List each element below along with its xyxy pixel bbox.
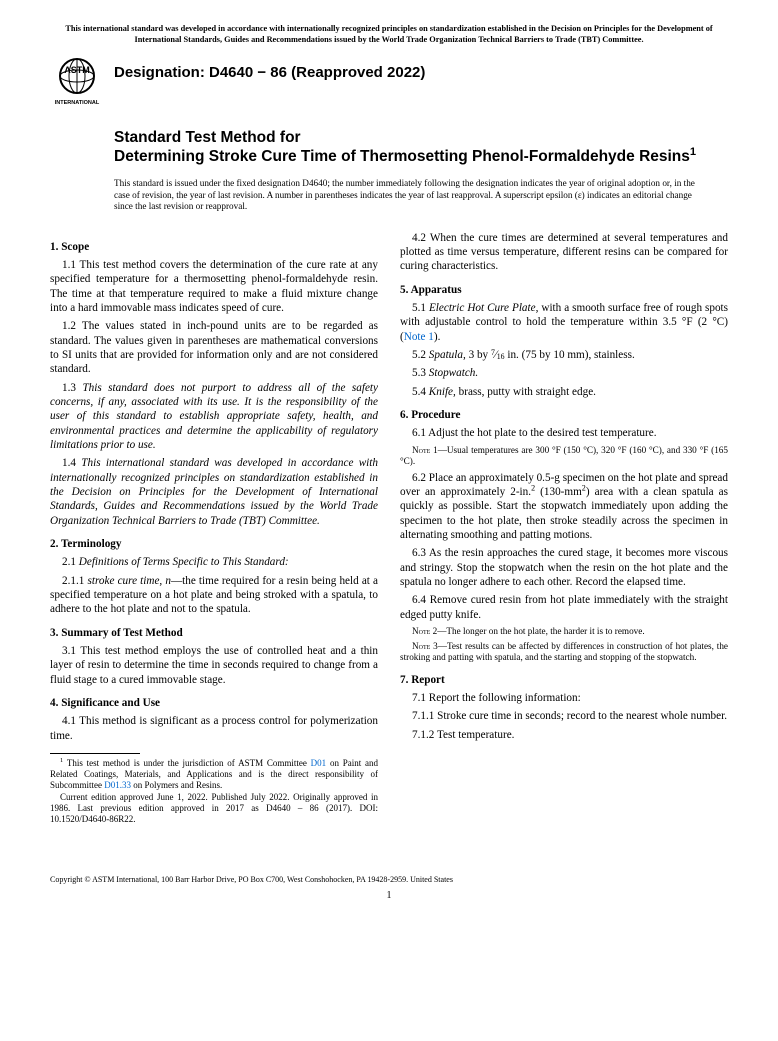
para-6-4: 6.4 Remove cured resin from hot plate im… [400,593,728,622]
note-2: Note 2—The longer on the hot plate, the … [400,626,728,638]
para-7-1-2: 7.1.2 Test temperature. [400,728,728,742]
page-number: 1 [50,890,728,901]
para-6-1: 6.1 Adjust the hot plate to the desired … [400,426,728,440]
para-5-3: 5.3 Stopwatch. [400,366,728,380]
terminology-heading: 2. Terminology [50,537,378,551]
term-stroke-cure: stroke cure time, n [88,575,171,587]
term-hot-plate: Electric Hot Cure Plate, [429,302,538,314]
para-6-3: 6.3 As the resin approaches the cured st… [400,546,728,589]
para-1-3-text: This standard does not purport to addres… [50,382,378,451]
astm-logo-icon: ASTM INTERNATIONAL [50,56,104,106]
para-1-2: 1.2 The values stated in inch-pound unit… [50,319,378,376]
copyright-notice: Copyright © ASTM International, 100 Barr… [50,875,728,884]
title-pre: Standard Test Method for [114,128,728,147]
note-3: Note 3—Test results can be affected by d… [400,641,728,664]
note-1: Note 1—Usual temperatures are 300 °F (15… [400,445,728,468]
para-1-1: 1.1 This test method covers the determin… [50,258,378,315]
term-stopwatch: Stopwatch. [429,367,478,379]
report-heading: 7. Report [400,673,728,687]
para-6-2: 6.2 Place an approximately 0.5-g specime… [400,471,728,543]
para-2-1-1: 2.1.1 stroke cure time, n—the time requi… [50,574,378,617]
note3-label: Note [412,641,430,651]
fn1-a: This test method is under the jurisdicti… [63,758,310,768]
footnote-1: 1 This test method is under the jurisdic… [50,758,378,792]
fn1-c: on Polymers and Resins. [131,780,222,790]
para-1-4-text: This international standard was develope… [50,457,378,526]
apparatus-heading: 5. Apparatus [400,283,728,297]
columns: 1. Scope 1.1 This test method covers the… [50,231,728,826]
para-5-4: 5.4 Knife, brass, putty with straight ed… [400,385,728,399]
para-2-1-text: Definitions of Terms Specific to This St… [79,556,289,568]
footnote-link-d01[interactable]: D01 [311,758,327,768]
top-notice: This international standard was develope… [50,24,728,46]
para-1-4: 1.4 This international standard was deve… [50,456,378,528]
note2-label: Note [412,626,430,636]
svg-text:INTERNATIONAL: INTERNATIONAL [55,100,100,106]
term-knife: Knife, [429,386,456,398]
term-spatula: Spatula, [429,349,466,361]
para-5-2: 5.2 Spatula, 3 by 7⁄16 in. (75 by 10 mm)… [400,348,728,362]
para-4-2: 4.2 When the cure times are determined a… [400,231,728,274]
footnote-link-d0133[interactable]: D01.33 [104,780,131,790]
note1-label: Note [412,445,430,455]
right-column: 4.2 When the cure times are determined a… [400,231,728,826]
title-superscript: 1 [690,146,696,158]
scope-heading: 1. Scope [50,240,378,254]
left-column: 1. Scope 1.1 This test method covers the… [50,231,378,826]
para-5-1: 5.1 Electric Hot Cure Plate, with a smoo… [400,301,728,344]
footnote-2: Current edition approved June 1, 2022. P… [50,792,378,826]
title-main-text: Determining Stroke Cure Time of Thermose… [114,148,690,165]
issuance-note: This standard is issued under the fixed … [114,178,698,213]
para-7-1: 7.1 Report the following information: [400,691,728,705]
note1-link[interactable]: Note 1 [404,331,434,343]
para-7-1-1: 7.1.1 Stroke cure time in seconds; recor… [400,709,728,723]
significance-heading: 4. Significance and Use [50,696,378,710]
procedure-heading: 6. Procedure [400,408,728,422]
para-4-1: 4.1 This method is significant as a proc… [50,714,378,743]
header-row: ASTM INTERNATIONAL Designation: D4640 − … [50,56,728,106]
footnote-rule [50,753,140,754]
page: This international standard was develope… [0,0,778,925]
svg-text:ASTM: ASTM [64,65,90,75]
para-1-3: 1.3 This standard does not purport to ad… [50,381,378,453]
summary-heading: 3. Summary of Test Method [50,626,378,640]
title-main: Determining Stroke Cure Time of Thermose… [114,147,728,166]
para-2-1: 2.1 Definitions of Terms Specific to Thi… [50,555,378,569]
para-3-1: 3.1 This test method employs the use of … [50,644,378,687]
title-block: Standard Test Method for Determining Str… [114,128,728,167]
designation: Designation: D4640 − 86 (Reapproved 2022… [114,64,425,81]
